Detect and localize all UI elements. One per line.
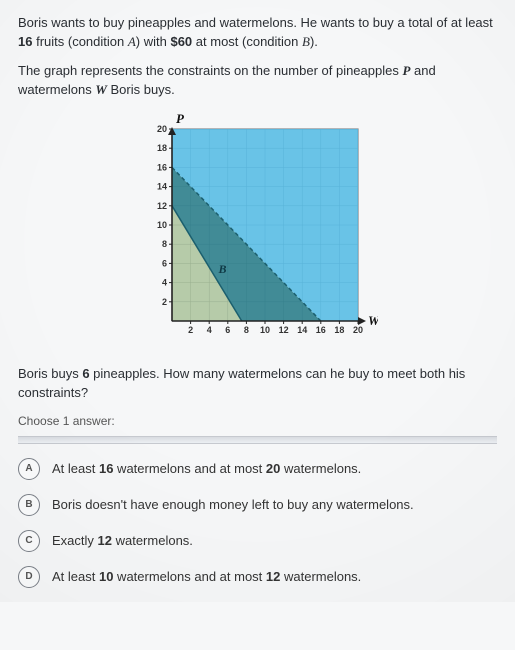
svg-text:18: 18 bbox=[156, 144, 166, 154]
svg-text:16: 16 bbox=[156, 163, 166, 173]
constraint-graph: 2 4 6 8 10 12 14 16 18 20 2 4 6 8 10 12 14 16 18 20 P W B bbox=[138, 109, 378, 349]
answer-text: Boris doesn't have enough money left to … bbox=[52, 496, 414, 515]
choose-one-label: Choose 1 answer: bbox=[18, 413, 497, 430]
svg-text:12: 12 bbox=[278, 325, 288, 335]
svg-text:20: 20 bbox=[352, 325, 362, 335]
svg-text:12: 12 bbox=[156, 201, 166, 211]
svg-text:W: W bbox=[368, 313, 378, 328]
answer-option-a[interactable]: A At least 16 watermelons and at most 20 … bbox=[18, 458, 497, 480]
svg-text:20: 20 bbox=[156, 124, 166, 134]
condition-a: A bbox=[128, 34, 136, 49]
text: fruits (condition bbox=[32, 34, 127, 49]
text: at most (condition bbox=[192, 34, 302, 49]
answer-letter-icon: D bbox=[18, 566, 40, 588]
svg-text:4: 4 bbox=[206, 325, 211, 335]
svg-text:6: 6 bbox=[225, 325, 230, 335]
answer-option-c[interactable]: C Exactly 12 watermelons. bbox=[18, 530, 497, 552]
question-text: Boris buys 6 pineapples. How many waterm… bbox=[18, 365, 497, 403]
text: Boris buys. bbox=[107, 82, 175, 97]
svg-text:4: 4 bbox=[161, 278, 166, 288]
text: Boris buys bbox=[18, 366, 82, 381]
condition-b: B bbox=[302, 34, 310, 49]
answer-letter-icon: A bbox=[18, 458, 40, 480]
answer-option-d[interactable]: D At least 10 watermelons and at most 12 … bbox=[18, 566, 497, 588]
graph-container: 2 4 6 8 10 12 14 16 18 20 2 4 6 8 10 12 14 16 18 20 P W B bbox=[18, 109, 497, 349]
value: 16 bbox=[18, 34, 32, 49]
answer-letter-icon: B bbox=[18, 494, 40, 516]
var-w: W bbox=[95, 82, 107, 97]
text: ) with bbox=[136, 34, 171, 49]
problem-paragraph-2: The graph represents the constraints on … bbox=[18, 62, 497, 100]
svg-text:8: 8 bbox=[243, 325, 248, 335]
svg-text:2: 2 bbox=[188, 325, 193, 335]
text: ). bbox=[310, 34, 318, 49]
svg-text:8: 8 bbox=[161, 240, 166, 250]
answer-text: Exactly 12 watermelons. bbox=[52, 532, 193, 551]
answer-option-b[interactable]: B Boris doesn't have enough money left to… bbox=[18, 494, 497, 516]
svg-text:P: P bbox=[176, 111, 185, 126]
svg-text:10: 10 bbox=[156, 220, 166, 230]
svg-text:14: 14 bbox=[156, 182, 166, 192]
money: $60 bbox=[170, 34, 192, 49]
svg-text:B: B bbox=[217, 262, 226, 276]
divider bbox=[18, 436, 497, 444]
answer-text: At least 10 watermelons and at most 12 w… bbox=[52, 568, 361, 587]
svg-text:10: 10 bbox=[259, 325, 269, 335]
answer-letter-icon: C bbox=[18, 530, 40, 552]
svg-text:18: 18 bbox=[334, 325, 344, 335]
text: The graph represents the constraints on … bbox=[18, 63, 402, 78]
value: 6 bbox=[82, 366, 89, 381]
svg-text:2: 2 bbox=[161, 297, 166, 307]
svg-text:16: 16 bbox=[315, 325, 325, 335]
answer-list: A At least 16 watermelons and at most 20 … bbox=[18, 458, 497, 588]
svg-text:14: 14 bbox=[297, 325, 307, 335]
answer-text: At least 16 watermelons and at most 20 w… bbox=[52, 460, 361, 479]
svg-text:6: 6 bbox=[161, 259, 166, 269]
text: Boris wants to buy pineapples and waterm… bbox=[18, 15, 493, 30]
problem-paragraph-1: Boris wants to buy pineapples and waterm… bbox=[18, 14, 497, 52]
